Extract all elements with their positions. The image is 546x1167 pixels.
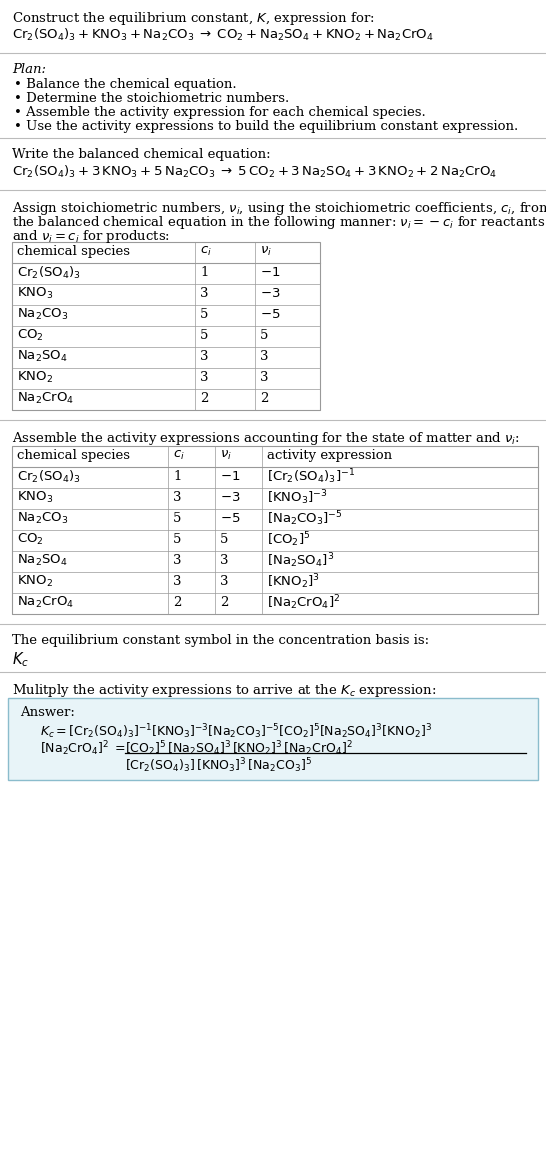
Text: activity expression: activity expression [267, 449, 392, 462]
Text: chemical species: chemical species [17, 449, 130, 462]
Text: $\mathrm{KNO_2}$: $\mathrm{KNO_2}$ [17, 574, 53, 589]
Text: • Use the activity expressions to build the equilibrium constant expression.: • Use the activity expressions to build … [14, 120, 518, 133]
Text: 3: 3 [200, 371, 209, 384]
Text: $-1$: $-1$ [220, 470, 240, 483]
Text: 2: 2 [200, 392, 209, 405]
Text: $c_i$: $c_i$ [173, 449, 185, 462]
Text: Write the balanced chemical equation:: Write the balanced chemical equation: [12, 148, 271, 161]
Text: $\mathrm{KNO_3}$: $\mathrm{KNO_3}$ [17, 286, 54, 301]
Text: $\mathrm{Na_2CO_3}$: $\mathrm{Na_2CO_3}$ [17, 511, 68, 526]
Text: $-5$: $-5$ [260, 308, 281, 321]
Text: $c_i$: $c_i$ [200, 245, 212, 258]
Text: Assign stoichiometric numbers, $\nu_i$, using the stoichiometric coefficients, $: Assign stoichiometric numbers, $\nu_i$, … [12, 200, 546, 217]
Text: • Balance the chemical equation.: • Balance the chemical equation. [14, 78, 236, 91]
Text: $[\mathrm{KNO_3}]^{-3}$: $[\mathrm{KNO_3}]^{-3}$ [267, 488, 328, 506]
Text: $[\mathrm{Na_2SO_4}]^{3}$: $[\mathrm{Na_2SO_4}]^{3}$ [267, 551, 334, 569]
Text: and $\nu_i = c_i$ for products:: and $\nu_i = c_i$ for products: [12, 228, 170, 245]
Text: $\mathrm{CO_2}$: $\mathrm{CO_2}$ [17, 328, 44, 343]
Text: Assemble the activity expressions accounting for the state of matter and $\nu_i$: Assemble the activity expressions accoun… [12, 429, 520, 447]
Text: 3: 3 [260, 371, 269, 384]
Text: 3: 3 [220, 575, 228, 588]
Text: $K_c$: $K_c$ [12, 650, 29, 669]
Text: Plan:: Plan: [12, 63, 46, 76]
Text: $[\mathrm{Cr_2(SO_4)_3}]^{-1}$: $[\mathrm{Cr_2(SO_4)_3}]^{-1}$ [267, 467, 355, 485]
Text: 2: 2 [173, 596, 181, 609]
Text: 1: 1 [173, 470, 181, 483]
Text: $\mathrm{CO_2}$: $\mathrm{CO_2}$ [17, 532, 44, 547]
Text: $[\mathrm{Na_2CO_3}]^{-5}$: $[\mathrm{Na_2CO_3}]^{-5}$ [267, 509, 343, 527]
Text: $[\mathrm{Na_2CrO_4}]^{2}\; =$: $[\mathrm{Na_2CrO_4}]^{2}\; =$ [40, 739, 126, 757]
Text: 1: 1 [200, 266, 209, 279]
Text: $K_c = [\mathrm{Cr_2(SO_4)_3}]^{-1} [\mathrm{KNO_3}]^{-3} [\mathrm{Na_2CO_3}]^{-: $K_c = [\mathrm{Cr_2(SO_4)_3}]^{-1} [\ma… [40, 722, 432, 741]
Text: 5: 5 [200, 329, 209, 342]
Text: The equilibrium constant symbol in the concentration basis is:: The equilibrium constant symbol in the c… [12, 634, 429, 647]
Text: $[\mathrm{Na_2CrO_4}]^{2}$: $[\mathrm{Na_2CrO_4}]^{2}$ [267, 593, 340, 612]
Text: 2: 2 [260, 392, 269, 405]
Text: $\mathrm{Cr_2(SO_4)_3 + KNO_3 + Na_2CO_3 \;\rightarrow\; CO_2 + Na_2SO_4 + KNO_2: $\mathrm{Cr_2(SO_4)_3 + KNO_3 + Na_2CO_3… [12, 27, 434, 43]
Text: 3: 3 [200, 287, 209, 300]
Text: $\mathrm{Na_2CrO_4}$: $\mathrm{Na_2CrO_4}$ [17, 391, 74, 406]
Text: $\mathrm{Na_2SO_4}$: $\mathrm{Na_2SO_4}$ [17, 553, 68, 568]
Text: Construct the equilibrium constant, $K$, expression for:: Construct the equilibrium constant, $K$,… [12, 11, 375, 27]
Text: $[\mathrm{CO_2}]^{5}$: $[\mathrm{CO_2}]^{5}$ [267, 530, 311, 548]
Text: 5: 5 [200, 308, 209, 321]
Text: $\mathrm{Cr_2(SO_4)_3}$: $\mathrm{Cr_2(SO_4)_3}$ [17, 265, 81, 280]
Text: • Determine the stoichiometric numbers.: • Determine the stoichiometric numbers. [14, 92, 289, 105]
Text: $\mathrm{Cr_2(SO_4)_3}$: $\mathrm{Cr_2(SO_4)_3}$ [17, 468, 81, 484]
Bar [12, 446, 538, 614]
Text: Mulitply the activity expressions to arrive at the $K_c$ expression:: Mulitply the activity expressions to arr… [12, 682, 436, 699]
Text: 5: 5 [260, 329, 269, 342]
Text: 5: 5 [220, 533, 228, 546]
Text: $-3$: $-3$ [220, 491, 240, 504]
Text: the balanced chemical equation in the following manner: $\nu_i = -c_i$ for react: the balanced chemical equation in the fo… [12, 214, 545, 231]
Text: chemical species: chemical species [17, 245, 130, 258]
Text: $-5$: $-5$ [220, 512, 240, 525]
Text: $[\mathrm{KNO_2}]^{3}$: $[\mathrm{KNO_2}]^{3}$ [267, 572, 320, 591]
Text: 3: 3 [173, 554, 181, 567]
Bar [12, 242, 320, 410]
Text: $\mathrm{Na_2CO_3}$: $\mathrm{Na_2CO_3}$ [17, 307, 68, 322]
Text: $\mathrm{Na_2SO_4}$: $\mathrm{Na_2SO_4}$ [17, 349, 68, 364]
Text: $\mathrm{KNO_2}$: $\mathrm{KNO_2}$ [17, 370, 53, 385]
Text: $[\mathrm{Cr_2(SO_4)_3}]\, [\mathrm{KNO_3}]^{3}\, [\mathrm{Na_2CO_3}]^{5}$: $[\mathrm{Cr_2(SO_4)_3}]\, [\mathrm{KNO_… [125, 756, 312, 775]
Text: $-1$: $-1$ [260, 266, 280, 279]
Text: $[\mathrm{CO_2}]^{5}\, [\mathrm{Na_2SO_4}]^{3}\, [\mathrm{KNO_2}]^{3}\, [\mathrm: $[\mathrm{CO_2}]^{5}\, [\mathrm{Na_2SO_4… [125, 739, 353, 757]
Bar [8, 698, 538, 780]
Text: 2: 2 [220, 596, 228, 609]
Text: $\mathrm{Cr_2(SO_4)_3 + 3\,KNO_3 + 5\,Na_2CO_3 \;\rightarrow\; 5\,CO_2 + 3\,Na_2: $\mathrm{Cr_2(SO_4)_3 + 3\,KNO_3 + 5\,Na… [12, 165, 497, 180]
Text: Answer:: Answer: [20, 706, 75, 719]
Text: 5: 5 [173, 533, 181, 546]
Text: $-3$: $-3$ [260, 287, 281, 300]
Text: $\nu_i$: $\nu_i$ [220, 449, 232, 462]
Text: 5: 5 [173, 512, 181, 525]
Text: $\nu_i$: $\nu_i$ [260, 245, 272, 258]
Text: • Assemble the activity expression for each chemical species.: • Assemble the activity expression for e… [14, 106, 426, 119]
Text: $\mathrm{Na_2CrO_4}$: $\mathrm{Na_2CrO_4}$ [17, 595, 74, 610]
Text: $\mathrm{KNO_3}$: $\mathrm{KNO_3}$ [17, 490, 54, 505]
Text: 3: 3 [173, 575, 181, 588]
Text: 3: 3 [220, 554, 228, 567]
Text: 3: 3 [173, 491, 181, 504]
Text: 3: 3 [200, 350, 209, 363]
Text: 3: 3 [260, 350, 269, 363]
